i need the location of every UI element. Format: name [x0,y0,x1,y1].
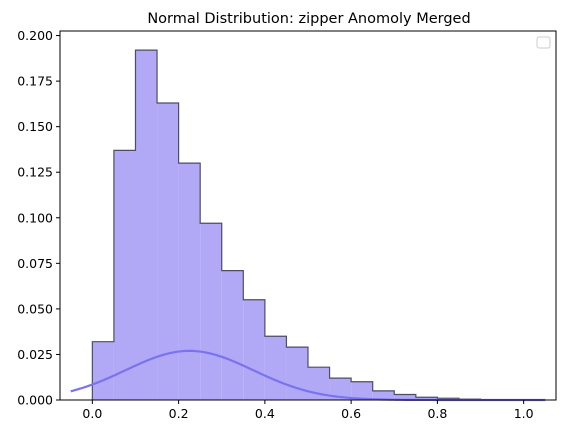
x-tick-label: 0.4 [255,406,275,421]
histogram-bar [178,163,201,400]
histogram-bar [243,299,265,400]
y-tick-label: 0.025 [17,347,53,362]
y-tick-label: 0.150 [17,119,53,134]
histogram-bar [329,378,352,400]
histogram-bar [394,394,416,400]
histogram-bar [157,102,179,400]
histogram-bar [92,341,114,400]
y-tick-label: 0.100 [17,210,53,225]
chart-title: Normal Distribution: zipper Anomoly Merg… [147,11,470,27]
y-tick-label: 0.175 [17,74,53,89]
histogram-bar [351,381,373,400]
histogram-bar [200,223,222,400]
x-tick-label: 0.0 [82,406,102,421]
histogram-bar [113,150,136,400]
x-tick-label: 0.8 [427,406,447,421]
y-tick-label: 0.075 [17,256,53,271]
plot-area [70,49,546,402]
histogram-bar [264,336,287,400]
histogram-bar [221,270,244,400]
histogram-bar [372,390,395,400]
y-tick-label: 0.050 [17,301,53,316]
y-tick-label: 0.125 [17,165,53,180]
legend-box [536,36,551,49]
y-tick-label: 0.200 [17,28,53,43]
x-tick-label: 1.0 [514,406,534,421]
y-tick-label: 0.000 [17,393,53,408]
histogram-bar [135,50,158,401]
axes-frame [59,30,557,401]
histogram-bar [415,397,438,400]
x-tick-label: 0.6 [341,406,361,421]
histogram-bar [286,347,308,400]
x-tick-label: 0.2 [169,406,189,421]
axes: 0.0 0.2 0.4 0.6 0.8 1.0 0.000 0.025 0.050 0.075 0.… [17,28,557,421]
histogram-outline [91,49,503,401]
